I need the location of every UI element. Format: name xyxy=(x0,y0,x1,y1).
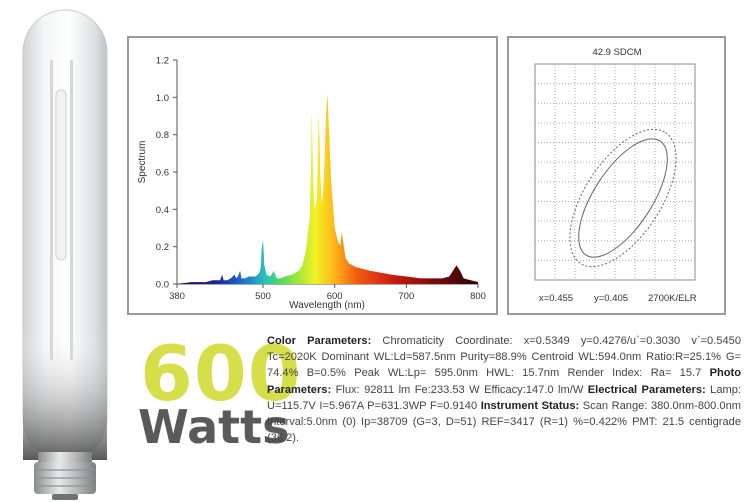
y-tick-label: 1.2 xyxy=(156,56,169,67)
electrical-params-heading: Electrical Parameters: xyxy=(587,383,706,396)
color-params-heading: Color Parameters: xyxy=(267,335,372,347)
x-tick-label: 380 xyxy=(169,291,185,302)
x-tick-label: 500 xyxy=(255,291,271,302)
x-tick-label: 800 xyxy=(470,291,486,302)
outer-ellipse xyxy=(569,128,677,268)
bulb-image xyxy=(22,9,108,500)
x-axis-label: Wavelength (nm) xyxy=(289,300,365,311)
photo-params-heading: Photo Parameters: xyxy=(267,367,741,396)
y-tick-label: 0.0 xyxy=(156,280,169,291)
color-params-text: Chromaticity Coordinate: x=0.5349 y=0.42… xyxy=(267,335,741,380)
spectrum-area xyxy=(177,93,478,284)
sdcm-title: 42.9 SDCM xyxy=(592,47,641,58)
wattage-unit: Watts xyxy=(138,400,290,454)
inner-ellipse xyxy=(578,138,668,258)
y-tick-label: 0.8 xyxy=(156,130,169,141)
photo-params-text: Flux: 92811 lm Fe:233.53 W Efficacy:147.… xyxy=(331,383,588,396)
lamp-parameters: Color Parameters: Chromaticity Coordinat… xyxy=(267,333,741,446)
instrument-status-heading: Instrument Status: xyxy=(480,399,580,412)
y-tick-label: 0.4 xyxy=(156,205,169,216)
x-tick-label: 600 xyxy=(327,291,343,302)
chromaticity-panel: 42.9 SDCM x=0.455 y=0.405 2700K/ELR xyxy=(507,36,726,315)
sdcm-ellipse-chart: 42.9 SDCM x=0.455 y=0.405 2700K/ELR xyxy=(534,47,697,304)
sdcm-y-readout: y=0.405 xyxy=(594,293,628,304)
x-tick-label: 700 xyxy=(398,291,414,302)
y-tick-label: 0.6 xyxy=(156,168,169,179)
electrical-params-text: Lamp: U=115.7V I=5.967A P=631.3WP F=0.91… xyxy=(267,383,741,412)
sdcm-cct-readout: 2700K/ELR xyxy=(648,293,697,304)
instrument-status-text: Scan Range: 380.0nm-800.0nm Interval:5.0… xyxy=(267,399,741,445)
y-axis-label: Spectrum xyxy=(137,141,148,184)
y-tick-label: 0.2 xyxy=(156,242,169,253)
spectrum-chart-panel: Spectrum Wavelength (nm) 0.0 0.2 0.4 0.6 0.8… xyxy=(127,36,498,315)
spectrum-chart: Spectrum Wavelength (nm) 0.0 0.2 0.4 0.6 0.8… xyxy=(137,56,486,312)
wattage-number: 600 xyxy=(140,329,302,418)
sdcm-x-readout: x=0.455 xyxy=(539,293,573,304)
y-tick-label: 1.0 xyxy=(156,93,169,104)
